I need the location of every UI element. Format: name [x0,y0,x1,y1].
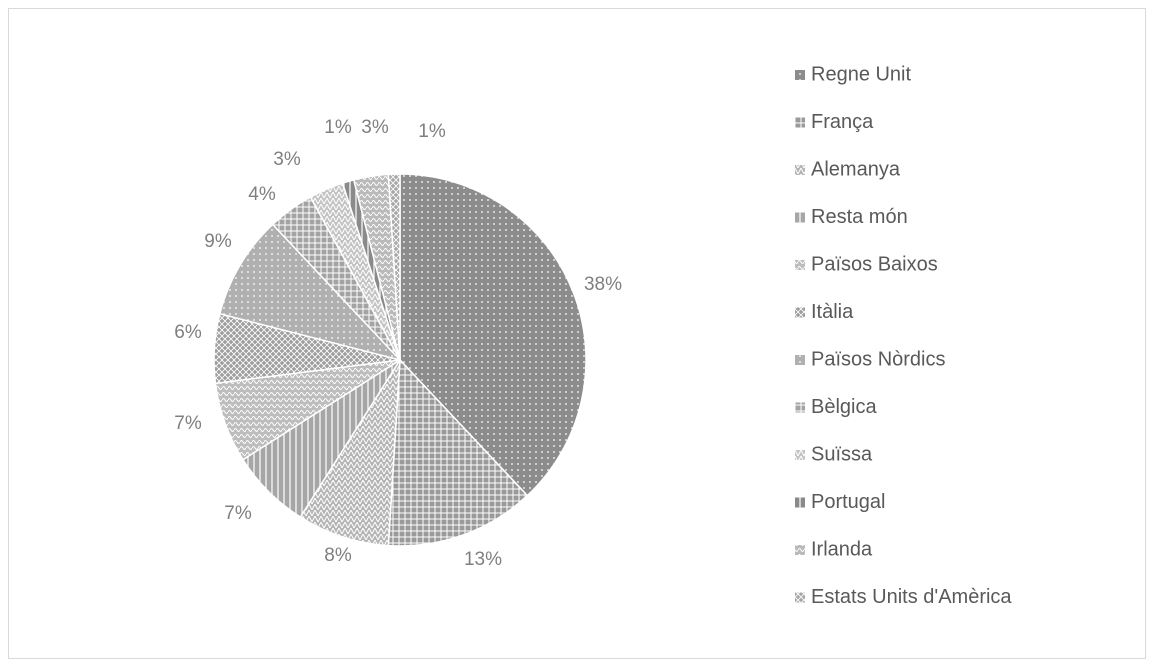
data-label: 7% [224,503,252,524]
legend-label: Suïssa [811,443,873,465]
pie-slice [387,358,529,547]
legend-label: Països Nòrdics [811,348,946,370]
legend-swatch [795,117,805,128]
pie-slice [387,173,401,361]
legend-swatch [795,355,805,365]
legend-label: Irlanda [811,538,873,560]
data-label: 6% [174,322,202,343]
legend-swatch [795,450,805,460]
legend-swatch [795,307,805,318]
legend-swatch [795,260,805,270]
legend-label: Estats Units d'Amèrica [811,586,1012,608]
legend-swatch [795,70,805,80]
data-label: 4% [248,184,276,205]
legend-swatch [795,592,805,603]
legend-label: Bèlgica [811,396,877,418]
data-label: 38% [584,274,622,295]
legend-label: Alemanya [811,158,901,180]
data-label: 8% [324,545,352,566]
data-label: 3% [361,117,389,138]
pie-slice [218,223,403,362]
legend-swatch [795,545,805,555]
legend-label: França [811,111,874,133]
legend-swatch [795,402,805,413]
data-label: 1% [418,121,446,142]
legend-label: Itàlia [811,301,854,323]
legend-label: Països Baixos [811,253,938,275]
pie-slice [299,359,401,547]
pie-slice [399,173,587,497]
legend-swatch [795,165,805,175]
data-label: 3% [273,149,301,170]
legend-label: Resta món [811,206,908,228]
data-label: 7% [174,413,202,434]
legend-swatch [795,212,805,223]
data-label: 13% [464,549,502,570]
legend-swatch [795,497,805,508]
data-label: 9% [204,231,232,252]
legend-label: Portugal [811,491,886,513]
data-label: 1% [324,117,352,138]
legend-label: Regne Unit [811,63,912,85]
